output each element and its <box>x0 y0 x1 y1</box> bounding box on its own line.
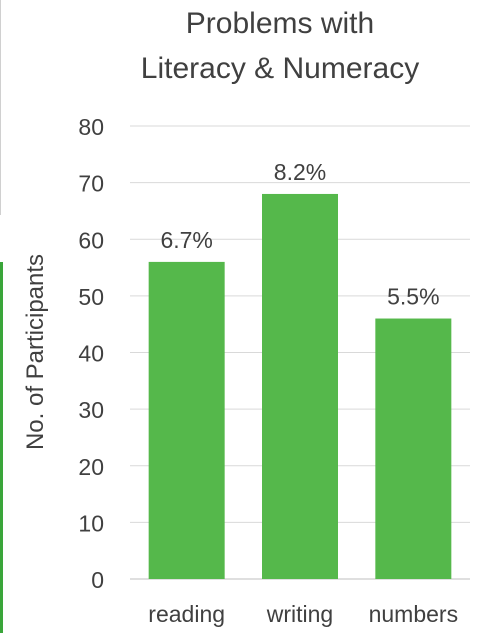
data-label-numbers: 5.5% <box>387 284 439 310</box>
left-border-green <box>0 262 3 633</box>
bar-writing <box>262 193 338 579</box>
data-labels: 6.7% 8.2% 5.5% <box>160 159 439 310</box>
y-tick-label: 70 <box>78 171 104 197</box>
data-label-reading: 6.7% <box>160 227 212 253</box>
bar-reading <box>148 261 225 579</box>
x-tick-label-numbers: numbers <box>369 601 458 627</box>
y-tick-label: 80 <box>78 114 104 140</box>
y-tick-label: 20 <box>78 454 104 480</box>
x-tick-label-writing: writing <box>266 601 333 627</box>
y-tick-label: 30 <box>78 397 104 423</box>
y-tick-label: 0 <box>91 567 104 593</box>
y-tick-label: 60 <box>78 227 104 253</box>
chart-title-line-2: Literacy & Numeracy <box>140 52 420 85</box>
y-tick-label: 40 <box>78 341 104 367</box>
bar-numbers <box>375 318 452 579</box>
y-tick-label: 50 <box>78 284 104 310</box>
bars <box>148 193 452 579</box>
y-tick-label: 10 <box>78 510 104 536</box>
x-tick-labels: reading writing numbers <box>148 601 458 627</box>
chart-title-line-1: Problems with <box>185 7 375 40</box>
y-tick-labels: 0 10 20 30 40 50 60 70 80 <box>78 114 104 593</box>
data-label-writing: 8.2% <box>274 159 326 185</box>
y-axis-label: No. of Participants <box>22 254 49 450</box>
x-tick-label-reading: reading <box>148 601 225 627</box>
left-border-grey <box>0 0 1 215</box>
